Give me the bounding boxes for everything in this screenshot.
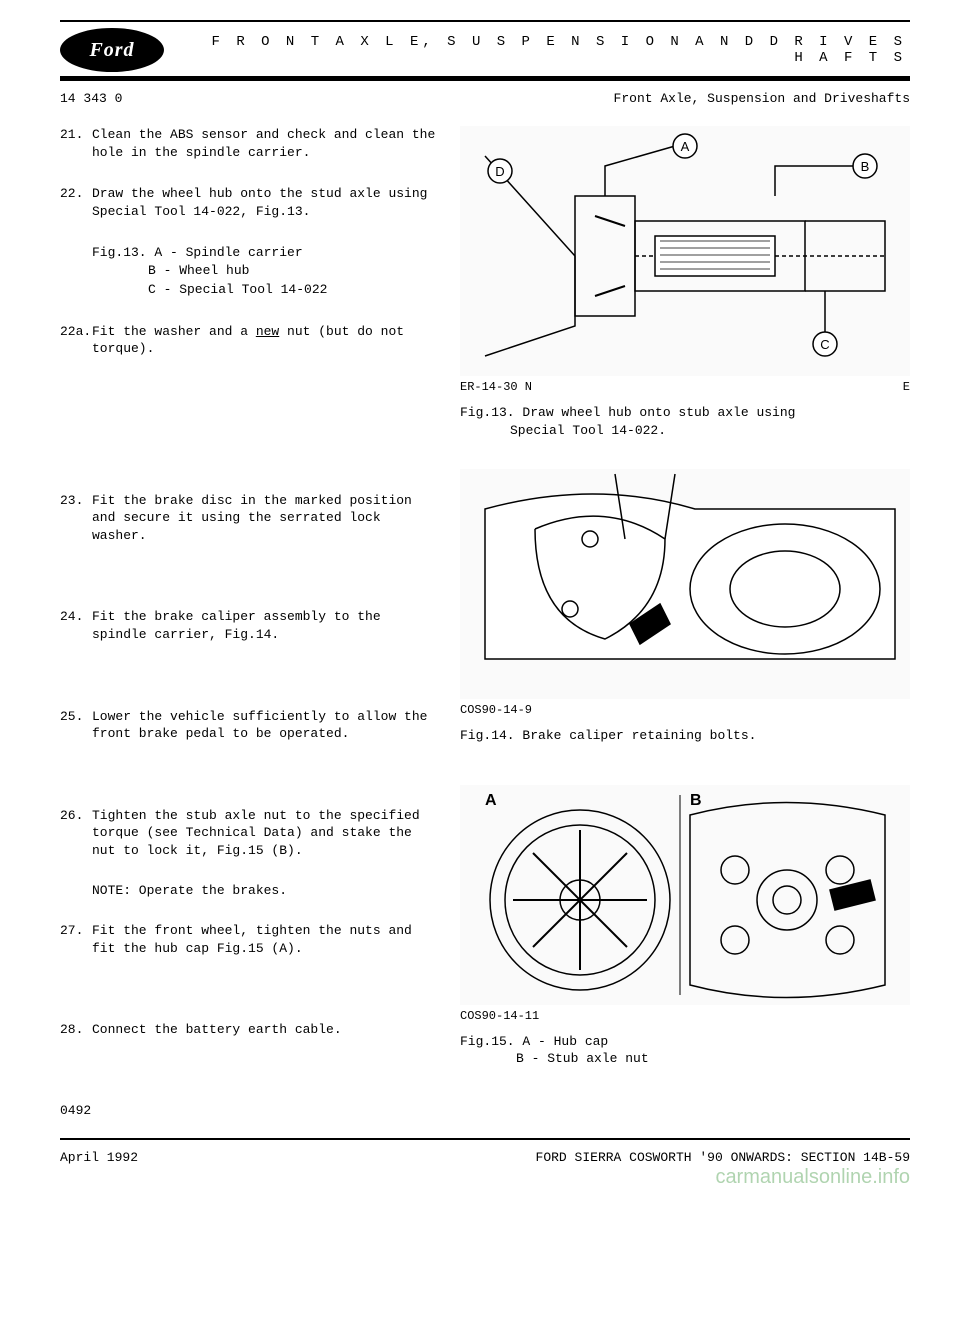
- step-text: Fit the brake disc in the marked positio…: [92, 492, 440, 545]
- spacer: [60, 568, 440, 608]
- step-text: Fit the brake caliper assembly to the sp…: [92, 608, 440, 643]
- fig13-caption: Fig.13. Draw wheel hub onto stub axle us…: [460, 404, 910, 439]
- page-subtitle: Front Axle, Suspension and Driveshafts: [614, 91, 910, 106]
- legend-line: B - Wheel hub: [92, 262, 440, 280]
- figure-15-image: A B: [460, 785, 910, 1005]
- svg-text:A: A: [681, 139, 690, 154]
- step-28: 28. Connect the battery earth cable.: [60, 1021, 440, 1039]
- step-text: Fit the front wheel, tighten the nuts an…: [92, 922, 440, 957]
- step-number: 22a.: [60, 323, 92, 358]
- ford-logo: Ford: [60, 28, 164, 72]
- footer: April 1992 FORD SIERRA COSWORTH '90 ONWA…: [60, 1150, 910, 1165]
- fig14-caption: Fig.14. Brake caliper retaining bolts.: [460, 727, 910, 745]
- header-row: Ford F R O N T A X L E, S U S P E N S I …: [60, 28, 910, 72]
- caption-line1: Fig.15. A - Hub cap: [460, 1033, 910, 1051]
- legend-line: Fig.13. A - Spindle carrier: [92, 244, 440, 262]
- step-number: 26.: [60, 807, 92, 860]
- fig14-ref: COS90-14-9: [460, 703, 910, 717]
- step-22a: 22a. Fit the washer and a new nut (but d…: [60, 323, 440, 358]
- text-underline: new: [256, 324, 279, 339]
- step-number: 21.: [60, 126, 92, 161]
- fig13-ref-row: ER-14-30 N E: [460, 376, 910, 394]
- text-pre: Fit the washer and a: [92, 324, 256, 339]
- fig-ref-right: E: [903, 380, 910, 394]
- bottom-rule: [60, 1138, 910, 1140]
- right-column: A B C D ER-14-30 N E Fig.13. Draw wheel …: [460, 126, 910, 1118]
- step-text: Clean the ABS sensor and check and clean…: [92, 126, 440, 161]
- step-27: 27. Fit the front wheel, tighten the nut…: [60, 922, 440, 957]
- step-number: 27.: [60, 922, 92, 957]
- bottom-code: 0492: [60, 1103, 440, 1118]
- step-text: Lower the vehicle sufficiently to allow …: [92, 708, 440, 743]
- figure-14: COS90-14-9 Fig.14. Brake caliper retaini…: [460, 469, 910, 745]
- figure-13-image: A B C D: [460, 126, 910, 376]
- thick-rule: [60, 76, 910, 81]
- spacer: [60, 981, 440, 1021]
- svg-text:C: C: [820, 337, 829, 352]
- step-number: 23.: [60, 492, 92, 545]
- step-24: 24. Fit the brake caliper assembly to th…: [60, 608, 440, 643]
- step-25: 25. Lower the vehicle sufficiently to al…: [60, 708, 440, 743]
- step-text: Tighten the stub axle nut to the specifi…: [92, 807, 440, 860]
- step-text: Fit the washer and a new nut (but do not…: [92, 323, 440, 358]
- spacer: [60, 668, 440, 708]
- page: Ford F R O N T A X L E, S U S P E N S I …: [0, 0, 960, 1195]
- figure-15: A B COS90-14-11 Fig.15. A - Hub cap B - …: [460, 785, 910, 1068]
- caption-line2: Special Tool 14-022.: [460, 422, 910, 440]
- spacer: [60, 1063, 440, 1103]
- figure-13: A B C D ER-14-30 N E Fig.13. Draw wheel …: [460, 126, 910, 439]
- fig15-caption: Fig.15. A - Hub cap B - Stub axle nut: [460, 1033, 910, 1068]
- fig13-svg: A B C D: [460, 126, 910, 376]
- svg-text:B: B: [690, 792, 702, 809]
- svg-text:D: D: [495, 164, 504, 179]
- svg-text:A: A: [485, 792, 497, 809]
- top-rule: [60, 20, 910, 22]
- header-title: F R O N T A X L E, S U S P E N S I O N A…: [194, 34, 910, 66]
- figure-14-image: [460, 469, 910, 699]
- left-column: 21. Clean the ABS sensor and check and c…: [60, 126, 440, 1118]
- note: NOTE: Operate the brakes.: [92, 883, 440, 898]
- step-number: 25.: [60, 708, 92, 743]
- subheader: 14 343 0 Front Axle, Suspension and Driv…: [60, 91, 910, 106]
- step-23: 23. Fit the brake disc in the marked pos…: [60, 492, 440, 545]
- step-26: 26. Tighten the stub axle nut to the spe…: [60, 807, 440, 860]
- watermark: carmanualsonline.info: [715, 1166, 910, 1189]
- spacer: [60, 452, 440, 492]
- footer-left: April 1992: [60, 1150, 138, 1165]
- content-columns: 21. Clean the ABS sensor and check and c…: [60, 126, 910, 1118]
- step-21: 21. Clean the ABS sensor and check and c…: [60, 126, 440, 161]
- page-code: 14 343 0: [60, 91, 122, 106]
- caption-line1: Fig.13. Draw wheel hub onto stub axle us…: [460, 405, 795, 420]
- fig14-svg: [460, 469, 910, 699]
- step-text: Draw the wheel hub onto the stud axle us…: [92, 185, 440, 220]
- step-number: 28.: [60, 1021, 92, 1039]
- spacer: [60, 382, 440, 452]
- spacer: [60, 767, 440, 807]
- step-22: 22. Draw the wheel hub onto the stud axl…: [60, 185, 440, 220]
- legend-line: C - Special Tool 14-022: [92, 281, 440, 299]
- svg-text:B: B: [861, 159, 870, 174]
- fig15-svg: A B: [460, 785, 910, 1005]
- fig13-legend: Fig.13. A - Spindle carrier B - Wheel hu…: [92, 244, 440, 299]
- fig15-ref: COS90-14-11: [460, 1009, 910, 1023]
- spacer: [460, 775, 910, 785]
- step-number: 22.: [60, 185, 92, 220]
- step-text: Connect the battery earth cable.: [92, 1021, 440, 1039]
- fig-ref-left: ER-14-30 N: [460, 380, 532, 394]
- step-number: 24.: [60, 608, 92, 643]
- footer-right: FORD SIERRA COSWORTH '90 ONWARDS: SECTIO…: [536, 1150, 910, 1165]
- caption-line2: B - Stub axle nut: [460, 1050, 910, 1068]
